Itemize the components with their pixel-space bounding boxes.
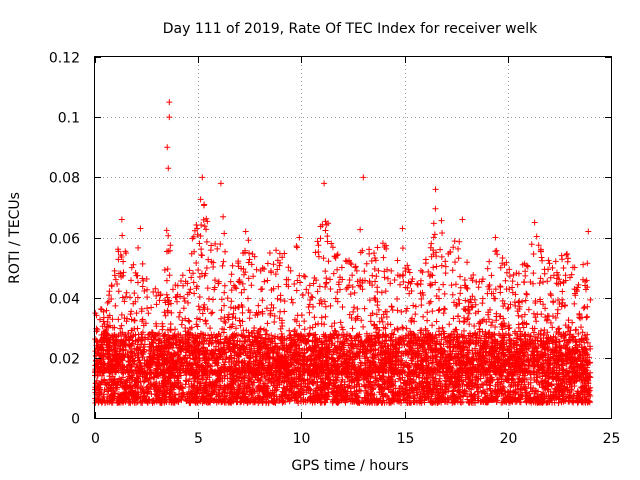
data-point [98, 379, 105, 386]
data-point [463, 344, 470, 351]
data-point [375, 399, 382, 406]
chart-title: Day 111 of 2019, Rate Of TEC Index for r… [163, 21, 538, 37]
data-point [393, 353, 400, 360]
data-point [119, 351, 126, 358]
data-point [573, 338, 580, 345]
data-point [536, 381, 543, 388]
data-point [342, 388, 349, 395]
data-points [92, 99, 594, 406]
data-point [392, 336, 399, 343]
data-point [523, 376, 530, 383]
data-point [212, 396, 219, 403]
data-point [408, 354, 415, 361]
data-point [280, 398, 287, 405]
data-point [182, 377, 189, 384]
data-point [92, 336, 99, 343]
data-point [540, 332, 547, 339]
data-point [424, 341, 431, 348]
data-point [519, 392, 526, 399]
data-point [506, 332, 513, 339]
data-point [349, 391, 356, 398]
data-point [291, 390, 298, 397]
data-point [221, 339, 228, 346]
data-point [545, 346, 552, 353]
data-point [507, 383, 514, 390]
data-point [335, 355, 342, 362]
data-point [397, 376, 404, 383]
data-point [167, 385, 174, 392]
data-point [480, 372, 487, 379]
data-point [247, 342, 254, 349]
data-point [472, 374, 479, 381]
data-point [396, 375, 403, 382]
